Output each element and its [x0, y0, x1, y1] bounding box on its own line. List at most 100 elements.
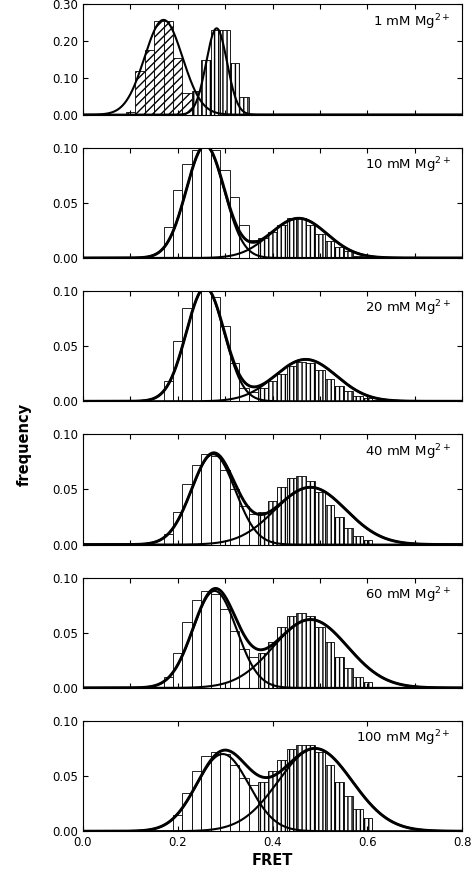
Bar [268, 642, 277, 688]
Bar [192, 291, 201, 401]
Bar [192, 465, 201, 545]
Bar [334, 517, 344, 545]
Bar [182, 308, 192, 401]
Bar [296, 362, 306, 401]
Bar [220, 469, 230, 545]
Bar [334, 386, 344, 401]
Bar [277, 628, 287, 688]
Bar [344, 796, 353, 831]
Bar [249, 392, 258, 401]
Bar [258, 238, 268, 258]
Bar [277, 373, 287, 401]
Bar [315, 371, 325, 401]
Bar [182, 92, 192, 115]
Bar [268, 381, 277, 401]
Bar [287, 749, 296, 831]
Bar [249, 240, 258, 258]
Bar [268, 501, 277, 545]
Bar [230, 63, 239, 115]
Bar [201, 288, 211, 401]
Bar [192, 111, 201, 115]
Bar [296, 477, 306, 545]
Bar [363, 541, 372, 545]
Bar [220, 30, 230, 115]
Bar [239, 649, 249, 688]
Bar [334, 781, 344, 831]
Bar [239, 97, 249, 115]
Bar [201, 591, 211, 688]
Bar [249, 785, 258, 831]
Bar [182, 484, 192, 545]
Bar [239, 225, 249, 258]
Bar [363, 818, 372, 831]
Bar [220, 754, 230, 831]
Bar [277, 759, 287, 831]
Bar [277, 487, 287, 545]
Bar [164, 677, 173, 688]
Bar [239, 778, 249, 831]
Bar [211, 594, 220, 688]
Bar [353, 809, 363, 831]
Text: 100 mM Mg$^{2+}$: 100 mM Mg$^{2+}$ [356, 729, 451, 749]
Bar [135, 70, 145, 115]
Bar [363, 398, 372, 401]
Bar [344, 391, 353, 401]
Bar [126, 112, 135, 115]
Bar [287, 366, 296, 401]
Text: frequency: frequency [17, 403, 32, 486]
Bar [325, 505, 334, 545]
Bar [277, 225, 287, 258]
Bar [211, 752, 220, 831]
Bar [268, 231, 277, 258]
Bar [287, 219, 296, 258]
Bar [258, 653, 268, 688]
Bar [230, 490, 239, 545]
Text: 10 mM Mg$^{2+}$: 10 mM Mg$^{2+}$ [365, 156, 451, 175]
Bar [334, 247, 344, 258]
Bar [201, 757, 211, 831]
Bar [173, 511, 182, 545]
Bar [306, 481, 315, 545]
Bar [220, 609, 230, 688]
Bar [211, 150, 220, 258]
Bar [230, 197, 239, 258]
Bar [315, 492, 325, 545]
Bar [334, 657, 344, 688]
Bar [239, 388, 249, 401]
Bar [201, 146, 211, 258]
Bar [211, 297, 220, 401]
Bar [173, 340, 182, 401]
Bar [249, 514, 258, 545]
Bar [296, 745, 306, 831]
Bar [182, 164, 192, 258]
Bar [325, 380, 334, 401]
Bar [287, 616, 296, 688]
Bar [363, 683, 372, 688]
Bar [239, 506, 249, 545]
Text: 60 mM Mg$^{2+}$: 60 mM Mg$^{2+}$ [365, 585, 451, 605]
Bar [353, 256, 363, 258]
Bar [192, 150, 201, 258]
Bar [344, 668, 353, 688]
Bar [268, 771, 277, 831]
Bar [164, 21, 173, 115]
Bar [220, 326, 230, 401]
Bar [315, 752, 325, 831]
Bar [353, 536, 363, 545]
Bar [201, 454, 211, 545]
Bar [306, 363, 315, 401]
Bar [306, 225, 315, 258]
Bar [173, 653, 182, 688]
Bar [164, 227, 173, 258]
Bar [296, 613, 306, 688]
Bar [258, 388, 268, 401]
Bar [182, 793, 192, 831]
Bar [353, 396, 363, 401]
Text: 20 mM Mg$^{2+}$: 20 mM Mg$^{2+}$ [365, 299, 451, 318]
Bar [192, 771, 201, 831]
Bar [325, 765, 334, 831]
Bar [164, 533, 173, 545]
Bar [192, 600, 201, 688]
Bar [164, 381, 173, 401]
Bar [145, 51, 154, 115]
